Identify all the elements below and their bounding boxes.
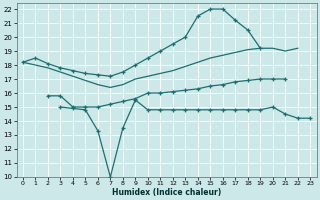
X-axis label: Humidex (Indice chaleur): Humidex (Indice chaleur) — [112, 188, 221, 197]
